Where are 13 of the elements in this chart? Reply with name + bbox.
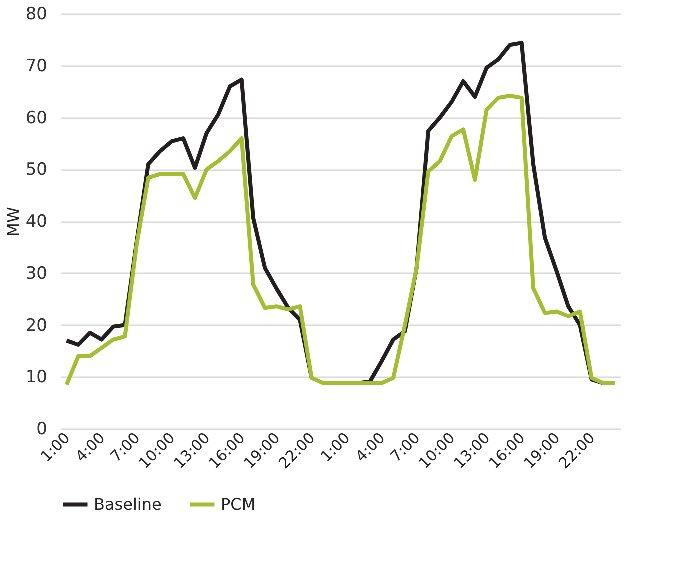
legend-label: Baseline — [94, 494, 162, 514]
legend-label: PCM — [221, 494, 256, 514]
y-tick-label: 30 — [26, 264, 48, 284]
y-tick-label: 80 — [26, 4, 48, 24]
y-tick-label: 50 — [26, 160, 48, 180]
y-tick-label: 60 — [26, 108, 48, 128]
line-series — [64, 94, 618, 387]
y-tick-label: 10 — [26, 368, 48, 388]
y-tick-label: 20 — [26, 316, 48, 336]
y-tick-label: 40 — [26, 212, 48, 232]
y-tick-label: 70 — [26, 56, 48, 76]
y-tick-label: 0 — [36, 420, 48, 440]
y-axis-title: MW — [4, 207, 23, 237]
